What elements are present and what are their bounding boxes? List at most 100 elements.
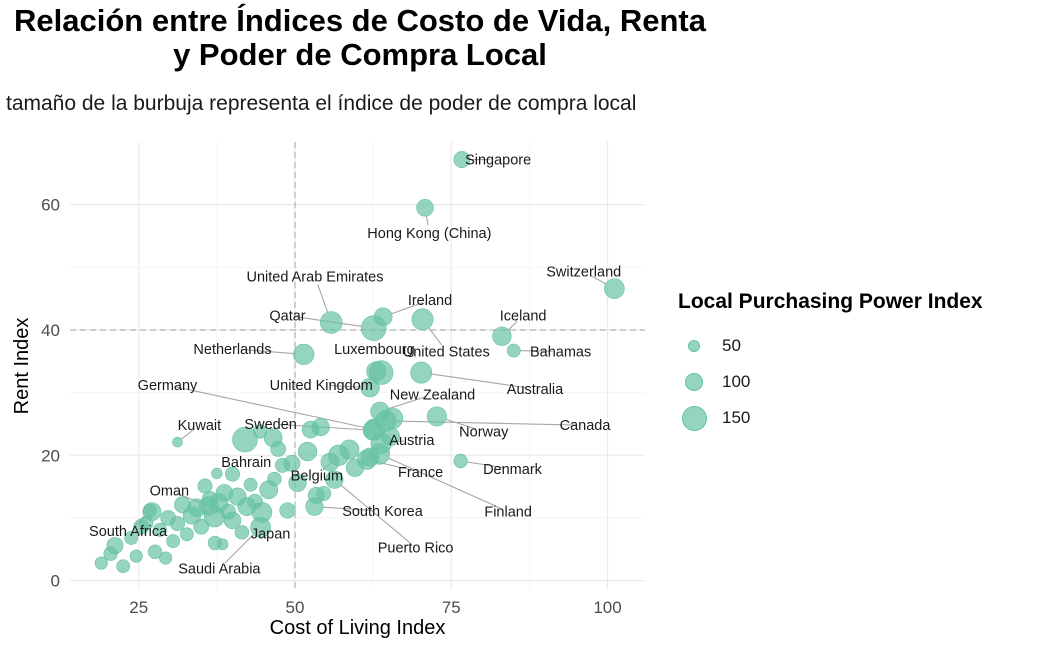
point-label: Norway (459, 424, 509, 440)
point-label: South Korea (342, 504, 424, 520)
data-point (166, 534, 180, 548)
data-point-united-arab-emirates (320, 311, 343, 334)
point-label: Denmark (483, 462, 543, 478)
chart-title: Relación entre Índices de Costo de Vida,… (0, 4, 720, 72)
label-connector (317, 284, 329, 313)
data-point-bahrain (225, 466, 240, 482)
data-point (216, 538, 229, 551)
point-label: Oman (150, 483, 190, 499)
legend-item: 100 (678, 364, 983, 400)
data-point (94, 556, 108, 570)
point-label: Puerto Rico (378, 540, 454, 556)
data-point-iceland (492, 326, 512, 346)
point-label: Ireland (408, 293, 452, 309)
label-connector (431, 373, 528, 389)
data-point (297, 441, 318, 462)
label-connector (445, 418, 477, 430)
data-point (267, 471, 282, 487)
legend-items: 50 100 150 (678, 328, 983, 436)
point-label: Saudi Arabia (178, 562, 261, 578)
legend-key-circle (681, 405, 707, 431)
chart-subtitle: tamaño de la burbuja representa el índic… (6, 92, 637, 115)
data-point-united-kingdom (360, 377, 380, 398)
point-label: Singapore (465, 153, 531, 169)
data-point (316, 486, 332, 501)
chart-title-line-1: Relación entre Índices de Costo de Vida,… (14, 3, 706, 38)
label-connector (175, 386, 365, 428)
data-point (170, 516, 185, 532)
point-label: Iceland (500, 309, 547, 325)
x-tick-label: 50 (286, 598, 305, 617)
data-point (270, 441, 286, 457)
data-point (129, 549, 143, 563)
label-connector (224, 534, 254, 564)
y-tick-label: 20 (41, 446, 60, 465)
data-point (283, 455, 301, 472)
data-point-united-states (411, 308, 434, 331)
data-point (211, 467, 223, 480)
point-labels: Singapore Hong Kong (China) Switzerland Uni… (89, 153, 621, 578)
point-label: Bahrain (221, 455, 271, 471)
data-point (106, 537, 124, 554)
axes: 25 50 75 100 0 20 40 60 Cost of Living Index Rent… (11, 196, 622, 639)
data-point-singapore (453, 151, 471, 168)
data-point (232, 426, 258, 453)
data-point (197, 478, 213, 494)
label-connector (388, 457, 502, 509)
data-point (223, 511, 242, 530)
point-label: Austria (389, 433, 435, 449)
label-connector (181, 429, 194, 440)
x-tick-label: 100 (593, 598, 621, 617)
point-label: United Arab Emirates (246, 270, 383, 286)
point-label: Luxembourg (334, 342, 415, 358)
data-point (124, 531, 139, 545)
x-tick-label: 25 (129, 598, 148, 617)
data-point (288, 473, 307, 492)
y-tick-label: 60 (41, 196, 60, 215)
point-label: Bahamas (530, 344, 591, 360)
data-point (311, 418, 330, 437)
data-point-oman (199, 496, 219, 516)
point-label: United States (403, 344, 490, 360)
data-point-finland (368, 443, 390, 465)
data-point-hong-kong-china- (416, 199, 434, 217)
label-connector (425, 216, 429, 226)
data-point (279, 502, 296, 519)
data-point-south-africa (142, 502, 162, 522)
data-point-puerto-rico (325, 470, 344, 489)
chart-title-line-2: y Poder de Compra Local (173, 37, 547, 72)
point-label: Canada (560, 418, 612, 434)
label-connector-lines (133, 158, 606, 564)
legend-key-circle (684, 372, 704, 392)
point-label: Belgium (291, 468, 343, 484)
data-point-denmark (453, 453, 468, 469)
data-point (243, 477, 258, 492)
label-connector (428, 327, 442, 346)
point-label: United Kingdom (270, 378, 373, 394)
point-label: New Zealand (390, 388, 475, 404)
point-label: Hong Kong (China) (367, 226, 491, 242)
data-point-belgium (328, 444, 350, 466)
data-point (153, 522, 167, 537)
point-label: Germany (138, 378, 198, 394)
scatter-plot: Singapore Hong Kong (China) Switzerland Uni… (11, 142, 645, 639)
legend-item: 150 (678, 400, 983, 436)
data-point-qatar (360, 315, 387, 341)
data-point-switzerland (604, 278, 625, 299)
point-label: Switzerland (546, 265, 621, 281)
label-connector (323, 506, 375, 512)
point-label: France (398, 465, 443, 481)
data-point (147, 544, 163, 559)
point-label: South Africa (89, 524, 168, 540)
y-tick-label: 0 (51, 572, 60, 591)
y-tick-label: 40 (41, 321, 60, 340)
legend-title: Local Purchasing Power Index (678, 290, 983, 313)
label-connector (388, 396, 426, 410)
data-point-australia (410, 361, 433, 384)
label-connector (590, 275, 606, 285)
grid-lines (70, 142, 645, 590)
y-axis-label: Rent Index (11, 318, 33, 415)
data-point (180, 527, 194, 542)
point-label: Australia (507, 382, 564, 398)
data-point (116, 559, 130, 574)
